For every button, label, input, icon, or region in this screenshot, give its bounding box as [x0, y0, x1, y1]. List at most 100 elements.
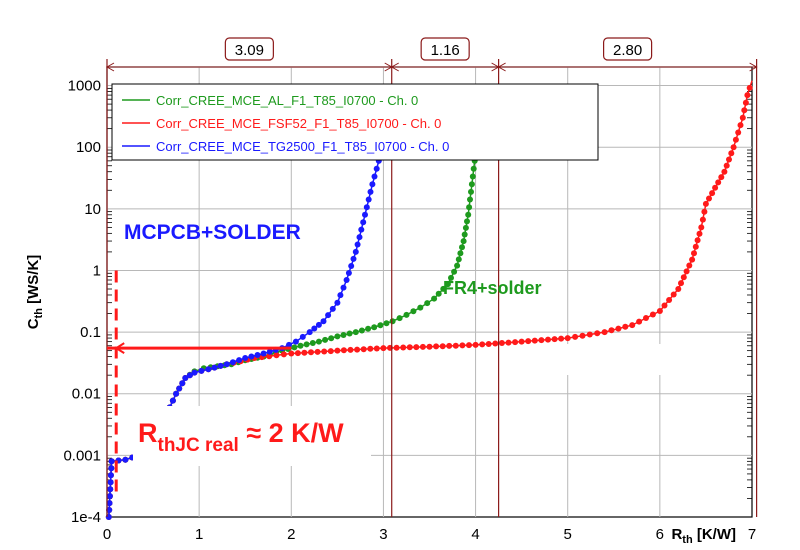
data-point: [746, 84, 753, 91]
data-point: [726, 156, 732, 163]
data-point: [455, 256, 462, 263]
data-point: [472, 341, 479, 348]
data-point: [334, 347, 341, 354]
data-point: [242, 355, 249, 361]
data-point: [311, 325, 318, 332]
data-point: [643, 315, 649, 321]
data-point: [468, 181, 475, 188]
data-point: [217, 362, 224, 369]
data-point: [322, 336, 329, 343]
data-point: [485, 341, 492, 347]
data-point: [380, 345, 387, 352]
data-point: [365, 196, 372, 203]
data-point: [678, 280, 684, 287]
data-point: [299, 333, 306, 340]
data-point: [461, 231, 468, 238]
y-axis-label: Cth [WS/K]: [25, 255, 45, 330]
data-point: [417, 304, 424, 311]
data-point: [273, 352, 280, 359]
data-point: [260, 350, 267, 357]
data-point: [636, 318, 643, 325]
legend-entry: Corr_CREE_MCE_AL_F1_T85_I0700 - Ch. 0: [156, 93, 418, 108]
data-point: [107, 486, 114, 493]
y-tick-label: 1000: [68, 78, 101, 95]
data-point: [362, 211, 368, 218]
data-point: [670, 291, 677, 298]
data-point: [377, 322, 384, 329]
data-point: [107, 472, 114, 479]
data-point: [329, 305, 336, 312]
data-point: [531, 337, 538, 344]
data-point: [492, 340, 499, 347]
y-tick-label: 0.001: [63, 447, 101, 464]
data-point: [358, 327, 365, 334]
data-point: [108, 465, 115, 472]
data-point: [400, 344, 407, 351]
data-point: [176, 385, 183, 392]
x-tick-label: 6: [656, 526, 664, 543]
x-axis-label: Rth [K/W]: [671, 526, 736, 546]
data-point: [346, 330, 353, 337]
dimension-arrow-left: [497, 62, 506, 72]
data-point: [288, 350, 295, 357]
data-point: [406, 344, 413, 351]
data-point: [691, 250, 697, 257]
data-point: [666, 297, 673, 303]
data-point: [315, 338, 322, 345]
data-point: [739, 114, 746, 121]
data-point: [122, 456, 129, 463]
data-point: [656, 308, 663, 314]
legend-entry: Corr_CREE_MCE_FSF52_F1_T85_I0700 - Ch. 0: [156, 116, 441, 131]
y-tick-label: 1: [93, 262, 101, 279]
data-point: [367, 345, 374, 352]
data-point: [732, 136, 739, 143]
data-point: [661, 302, 668, 309]
data-point: [340, 284, 347, 291]
axes: 0 1 2 3 4 5 6 7 1000 100 10 1 0.1 0.01 0.001 1e-4 Rth [K…: [25, 78, 756, 546]
x-tick-label: 4: [471, 526, 479, 543]
data-point: [467, 196, 473, 203]
data-point: [545, 336, 551, 343]
data-point: [622, 323, 629, 330]
data-point: [352, 329, 359, 336]
data-point: [182, 375, 189, 381]
data-point: [291, 344, 298, 351]
data-point: [464, 218, 470, 225]
rthjc-label: RthJC real ≈ 2 K/W: [138, 418, 344, 456]
data-point: [551, 336, 558, 343]
data-point: [466, 342, 472, 349]
data-point: [498, 340, 505, 346]
dimension-arrow-left: [390, 62, 399, 72]
data-point: [744, 92, 751, 99]
x-tick-label: 5: [564, 526, 572, 543]
data-point: [328, 335, 335, 342]
data-point: [343, 277, 350, 283]
data-point: [186, 372, 193, 379]
data-point: [327, 348, 334, 355]
legend-entry: Corr_CREE_MCE_TG2500_F1_T85_I0700 - Ch. …: [156, 139, 449, 154]
data-point: [706, 195, 712, 202]
data-point: [735, 129, 742, 136]
data-point: [468, 188, 474, 195]
data-point: [369, 181, 376, 188]
y-tick-label: 1e-4: [71, 509, 101, 526]
data-point: [699, 216, 706, 223]
data-point: [718, 174, 725, 181]
data-point: [179, 380, 186, 387]
data-point: [558, 335, 565, 342]
data-point: [223, 361, 230, 368]
data-point: [205, 366, 212, 373]
dimension-label: 2.80: [613, 42, 642, 59]
data-point: [106, 507, 113, 513]
data-point: [236, 357, 243, 364]
data-point: [106, 500, 113, 507]
data-point: [448, 274, 454, 281]
data-point: [741, 107, 748, 114]
y-tick-label: 0.1: [80, 324, 101, 341]
data-point: [396, 315, 403, 322]
data-point: [512, 339, 519, 346]
data-point: [347, 346, 354, 353]
data-point: [742, 99, 749, 106]
annotation-background: [552, 344, 702, 375]
